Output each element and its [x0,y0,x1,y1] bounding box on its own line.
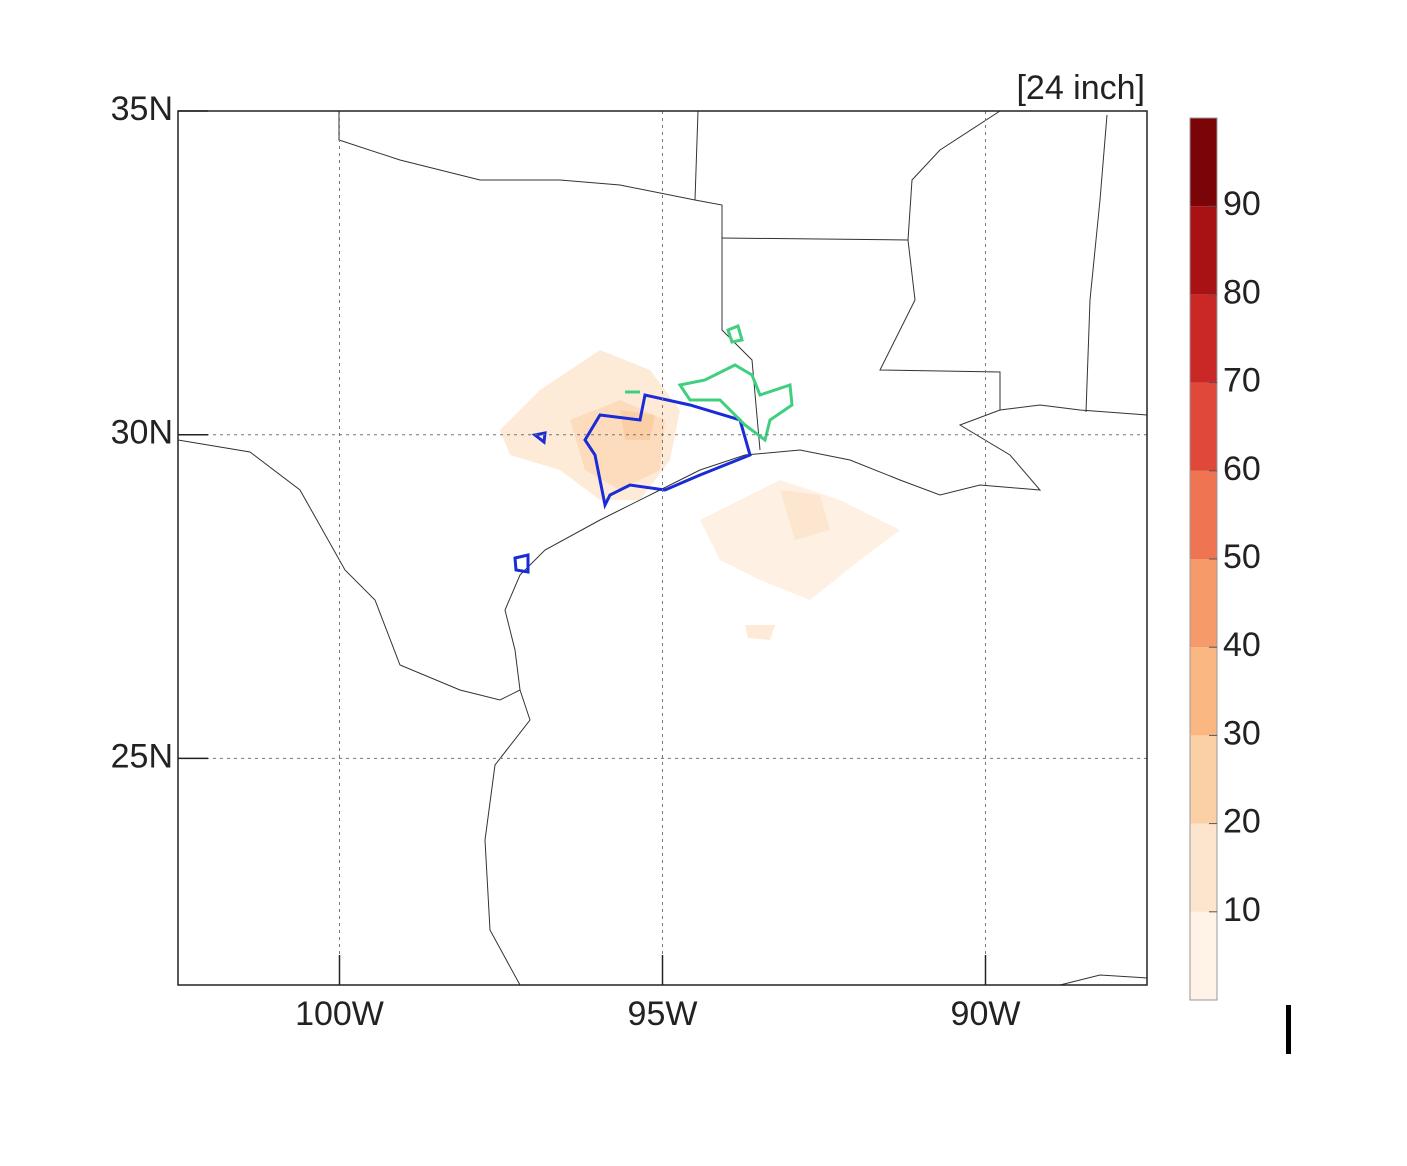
colorbar-swatch [1190,294,1217,383]
colorbar-label: 70 [1223,362,1261,400]
colorbar-swatch [1190,647,1217,736]
y-tick-label: 25N [111,737,173,775]
grid [178,110,1147,985]
colorbar-label: 40 [1223,626,1261,664]
colorbar-swatch [1190,911,1217,1000]
colorbar-label: 60 [1223,450,1261,488]
colorbar-label: 10 [1223,891,1261,929]
y-tick-label: 30N [111,414,173,452]
colorbar-swatch [1190,118,1217,207]
colorbar-label: 90 [1223,185,1261,223]
colorbar: 10 20 30 40 50 60 70 80 90 [1189,117,1261,1001]
contours [513,323,794,574]
plot-frame [177,110,1148,986]
colorbar-swatch [1190,470,1217,559]
colorbar-swatch [1190,206,1217,295]
x-tick-label: 95W [628,995,698,1033]
colorbar-label: 30 [1223,714,1261,752]
colorbar-swatch [1190,735,1217,824]
colorbar-swatch [1190,559,1217,648]
colorbar-label: 50 [1223,538,1261,576]
colorbar-swatch [1190,382,1217,471]
x-tick-label: 90W [951,995,1021,1033]
x-tick-label: 100W [295,995,384,1033]
annotation: [24 inch] [1016,69,1145,107]
colorbar-label: 80 [1223,273,1261,311]
colorbar-label: 20 [1223,803,1261,841]
y-tick-label: 35N [111,90,173,128]
colorbar-swatch [1190,823,1217,912]
rain-shading [500,350,900,640]
text-cursor [1286,1005,1291,1054]
